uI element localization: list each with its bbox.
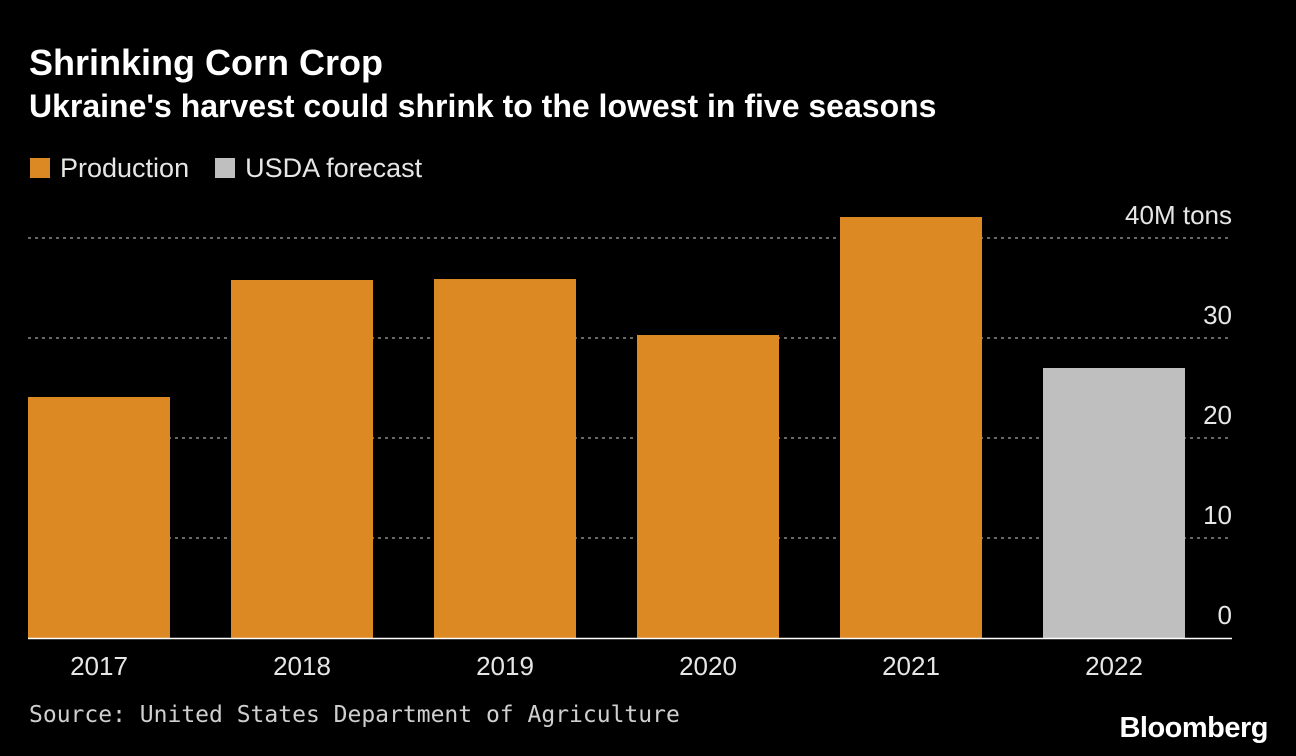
bloomberg-logo: Bloomberg: [1119, 712, 1268, 744]
legend-label-production: Production: [60, 152, 190, 183]
x-tick-label-2022: 2022: [1085, 651, 1143, 681]
legend-label-forecast: USDA forecast: [245, 152, 423, 183]
y-tick-label-20: 20: [1203, 400, 1232, 430]
source-note: Source: United States Department of Agri…: [29, 702, 680, 728]
chart-title: Shrinking Corn Crop: [29, 42, 383, 83]
y-tick-label-0: 0: [1218, 600, 1232, 630]
y-tick-label-30: 30: [1203, 300, 1232, 330]
legend-item-production: Production: [30, 153, 189, 184]
bar-2018: [231, 280, 373, 638]
legend: Production USDA forecast: [30, 150, 448, 186]
legend-swatch-production: [30, 158, 50, 178]
bar-2021: [840, 217, 982, 638]
y-tick-label-40: 40M tons: [1125, 200, 1232, 230]
x-tick-label-2019: 2019: [476, 651, 534, 681]
bar-chart: 0 10 20 30 40M tons 2017 2018 2019 2020 2021 2022: [28, 200, 1232, 681]
x-tick-label-2018: 2018: [273, 651, 331, 681]
chart-subtitle: Ukraine's harvest could shrink to the lo…: [29, 88, 937, 124]
bar-2022: [1043, 368, 1185, 638]
bar-2019: [434, 279, 576, 638]
y-tick-label-10: 10: [1203, 500, 1232, 530]
x-tick-label-2020: 2020: [679, 651, 737, 681]
x-tick-label-2021: 2021: [882, 651, 940, 681]
legend-item-forecast: USDA forecast: [215, 153, 422, 184]
bar-2020: [637, 335, 779, 638]
legend-swatch-forecast: [215, 158, 236, 178]
bar-2017: [28, 397, 170, 638]
x-tick-label-2017: 2017: [70, 651, 128, 681]
